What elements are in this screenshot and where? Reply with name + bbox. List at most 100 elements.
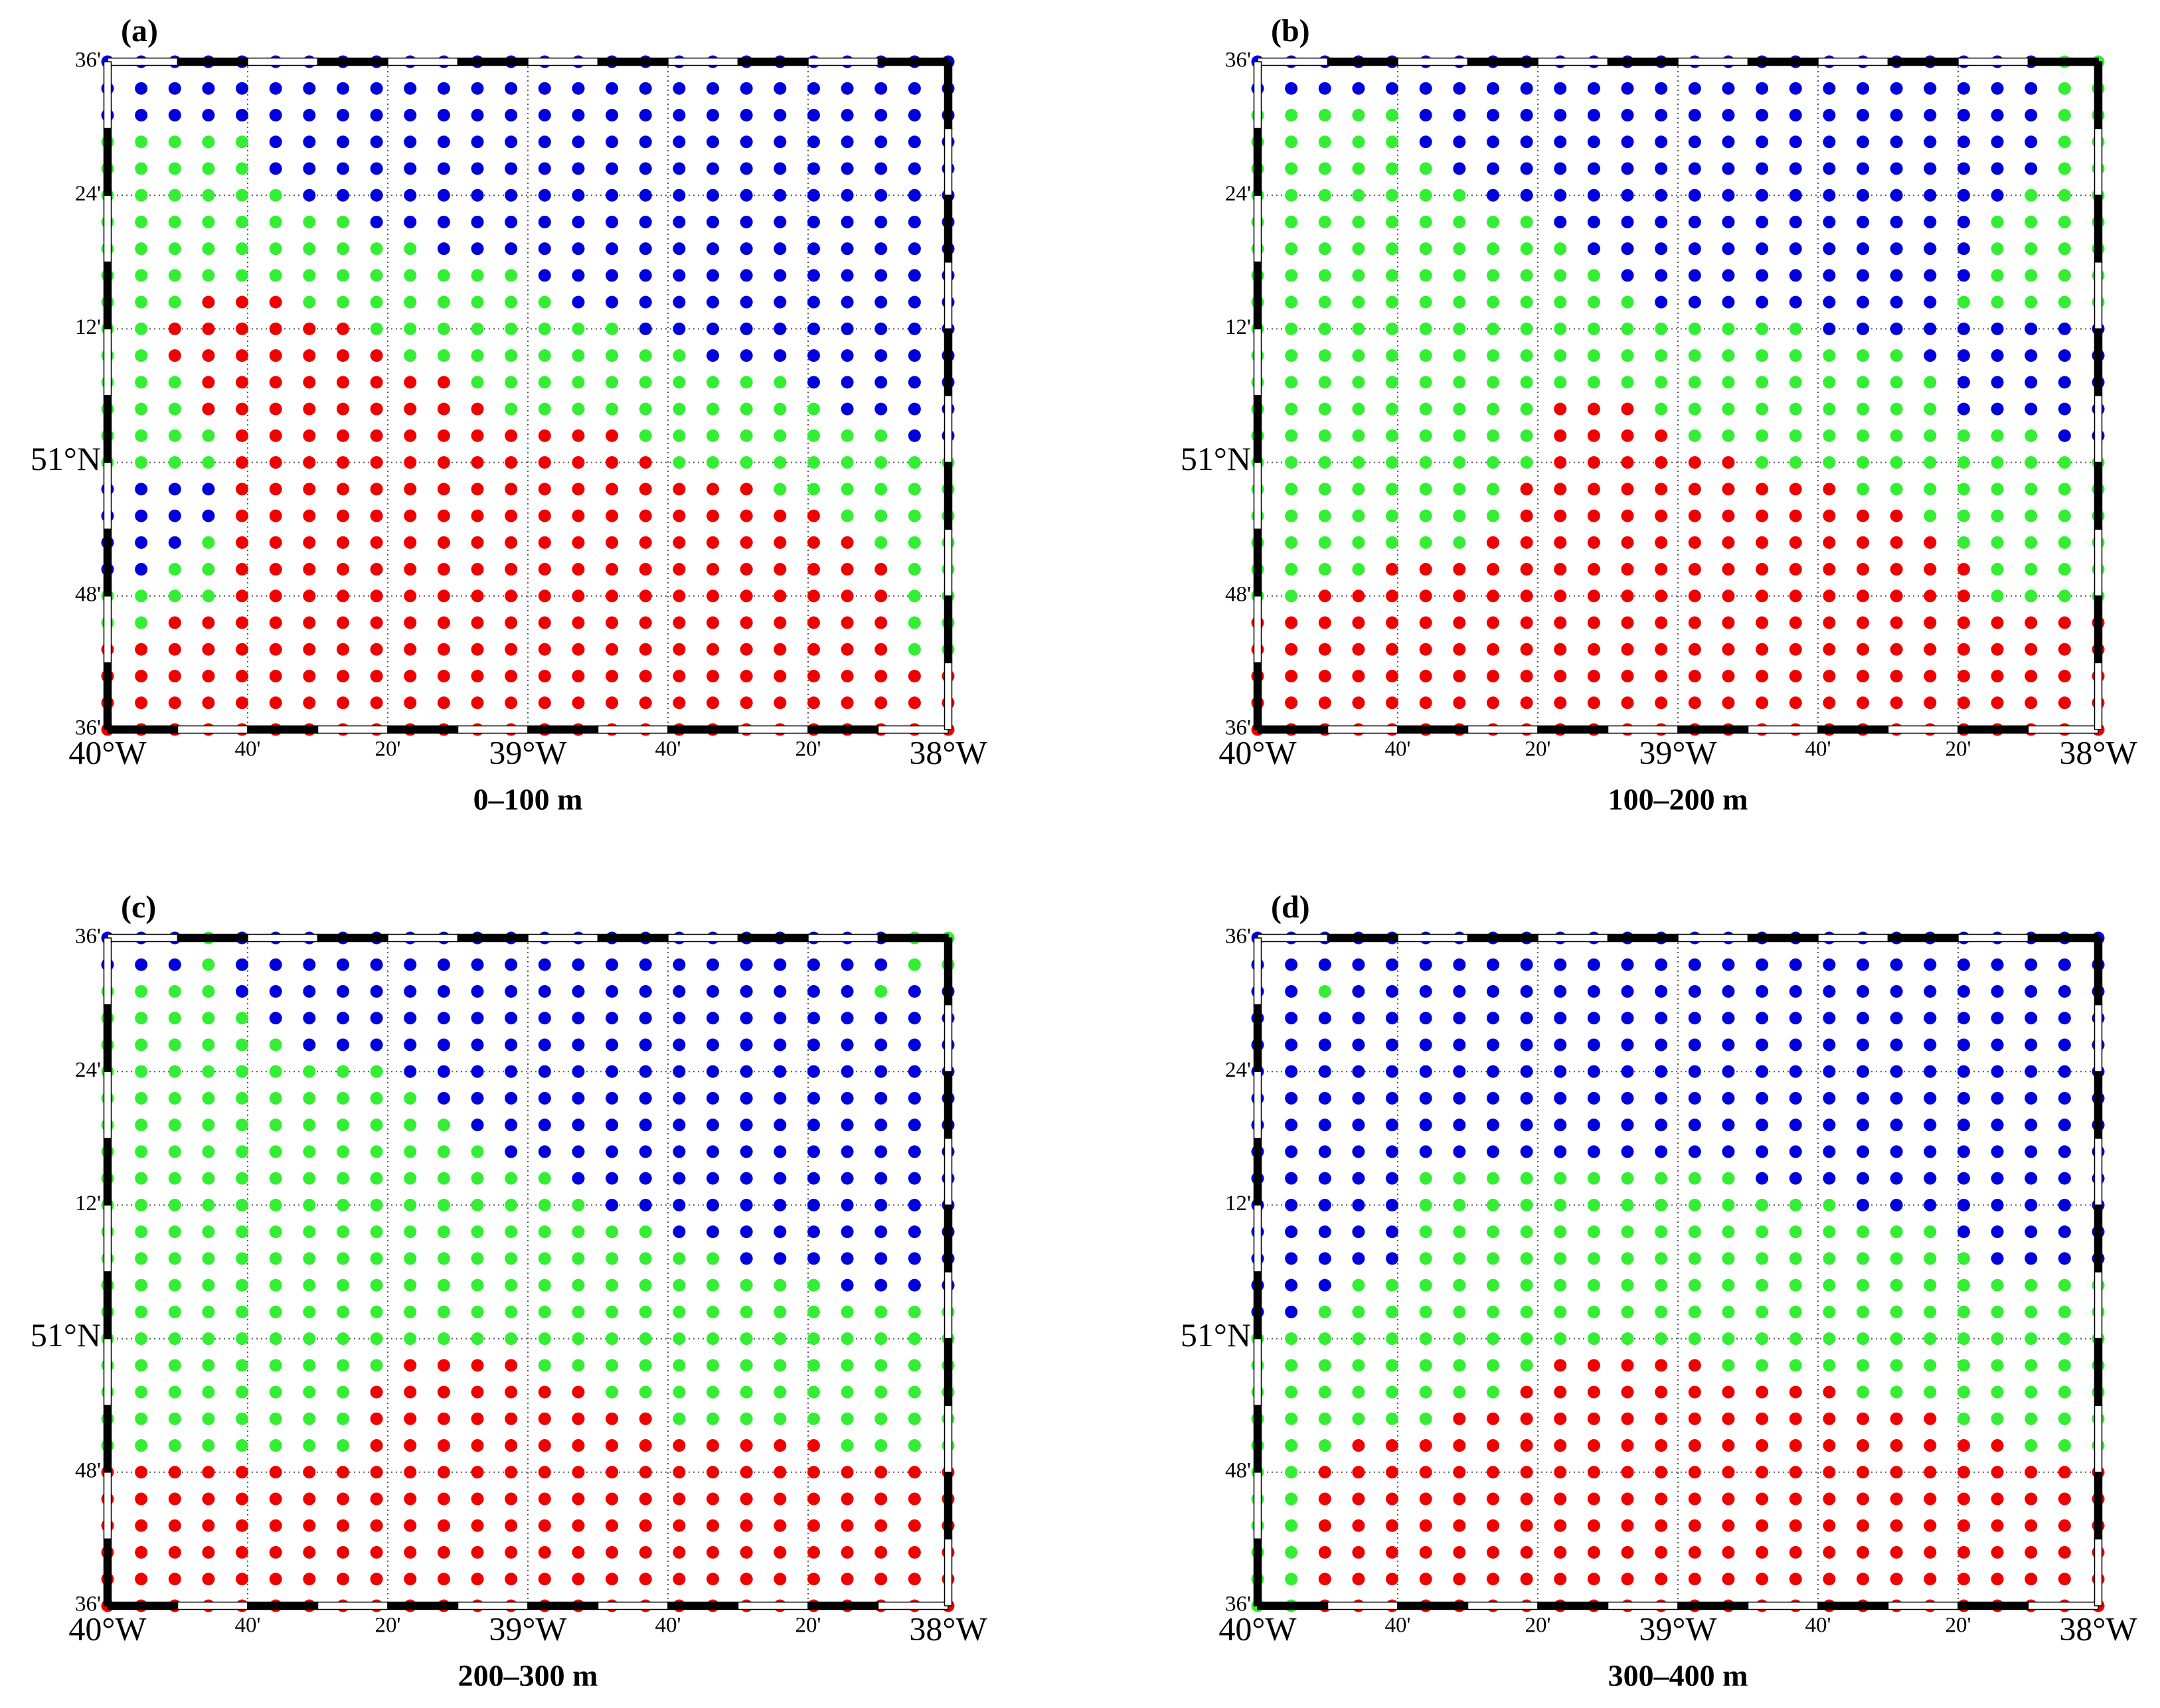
dot — [572, 1252, 585, 1265]
dot — [1318, 1573, 1331, 1586]
dot — [1318, 670, 1331, 683]
dot — [1554, 696, 1567, 710]
dot — [572, 509, 585, 522]
dot — [236, 1119, 249, 1132]
dot — [1554, 1492, 1567, 1506]
dot — [1352, 589, 1365, 603]
dot — [1554, 135, 1567, 149]
dot — [2058, 1573, 2071, 1586]
dot — [1352, 1065, 1365, 1078]
frame-segment — [877, 57, 949, 66]
y-tick-label: 48' — [1225, 1458, 1251, 1482]
dot — [1453, 242, 1466, 256]
dot — [1789, 1412, 1802, 1425]
dot — [135, 1145, 148, 1158]
dot — [774, 1145, 787, 1158]
dot — [269, 1332, 282, 1346]
dot — [404, 82, 417, 95]
dot — [1655, 563, 1668, 576]
dot — [202, 456, 215, 469]
dot — [1453, 1252, 1466, 1265]
dot — [572, 589, 585, 603]
dot — [1453, 1065, 1466, 1078]
dot — [1453, 1466, 1466, 1479]
dot — [336, 269, 349, 282]
dot — [2058, 1225, 2071, 1239]
dot — [606, 376, 619, 389]
dot — [168, 376, 181, 389]
dot — [1554, 563, 1567, 576]
y-tick-label: 51°N — [31, 440, 101, 477]
dot — [437, 1359, 450, 1372]
dot — [1722, 984, 1735, 998]
dot — [269, 958, 282, 971]
dot — [807, 643, 820, 656]
dot — [1587, 1332, 1600, 1346]
dot — [740, 376, 753, 389]
frame-segment — [1747, 57, 1819, 66]
dot — [1957, 536, 1970, 549]
dot — [1419, 984, 1432, 998]
dot — [639, 1012, 652, 1025]
dot — [1789, 349, 1802, 362]
dot — [1957, 1065, 1970, 1078]
dot — [841, 696, 854, 710]
dot — [740, 1198, 753, 1211]
dot — [1991, 616, 2004, 629]
frame-segment — [177, 933, 248, 943]
frame-segment — [944, 1538, 953, 1606]
dot — [2025, 1546, 2038, 1559]
dot — [404, 643, 417, 656]
dot — [740, 1225, 753, 1239]
dot — [841, 1198, 854, 1211]
dot — [135, 189, 148, 202]
dot — [1924, 483, 1937, 496]
dot — [437, 483, 450, 496]
dot — [336, 563, 349, 576]
dot — [1823, 1145, 1836, 1158]
dot — [1285, 509, 1298, 522]
dot — [1957, 376, 1970, 389]
dot — [1789, 1305, 1802, 1318]
dot — [168, 1198, 181, 1211]
dot — [538, 1305, 551, 1318]
dot — [404, 1172, 417, 1185]
dot — [807, 1546, 820, 1559]
dot — [135, 349, 148, 362]
dot — [1991, 589, 2004, 603]
dot — [269, 215, 282, 228]
dot — [774, 1091, 787, 1105]
dot — [673, 483, 686, 496]
dot — [639, 1252, 652, 1265]
frame-segment — [2094, 1004, 2103, 1072]
dot — [505, 1225, 518, 1239]
dot — [236, 82, 249, 95]
dot — [1991, 509, 2004, 522]
dot — [807, 322, 820, 335]
dot — [370, 1279, 383, 1292]
dot — [269, 1305, 282, 1318]
dot — [1924, 1573, 1937, 1586]
dot — [2025, 108, 2038, 121]
dot — [606, 429, 619, 442]
dot — [1520, 1412, 1533, 1425]
dot — [1285, 456, 1298, 469]
dot — [1688, 1119, 1701, 1132]
dot — [774, 1519, 787, 1532]
dot — [1352, 456, 1365, 469]
dot — [404, 1412, 417, 1425]
dot — [740, 429, 753, 442]
y-tick-label: 48' — [1225, 582, 1251, 606]
dot — [1386, 269, 1399, 282]
dot — [1823, 984, 1836, 998]
dot — [336, 402, 349, 416]
dot — [1991, 1252, 2004, 1265]
dot — [1486, 402, 1499, 416]
dot — [774, 402, 787, 416]
dot — [706, 376, 720, 389]
dot — [1991, 376, 2004, 389]
dot — [437, 1252, 450, 1265]
dot — [1789, 1065, 1802, 1078]
dot — [1520, 563, 1533, 576]
dot — [1890, 1385, 1903, 1399]
